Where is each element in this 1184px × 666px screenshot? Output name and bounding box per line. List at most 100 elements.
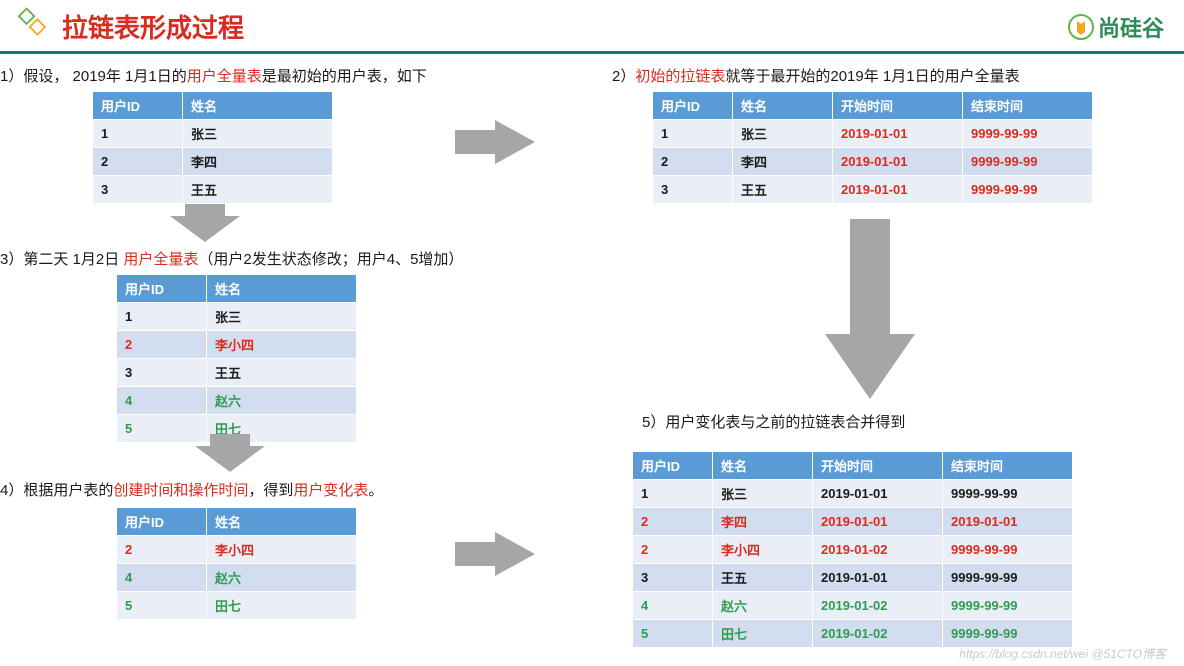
table-row: 1张三2019-01-019999-99-99 xyxy=(633,480,1073,508)
table-cell: 5 xyxy=(633,620,713,648)
table-cell: 李小四 xyxy=(207,536,357,564)
table-cell: 3 xyxy=(633,564,713,592)
table-cell: 3 xyxy=(117,359,207,387)
table-cell: 4 xyxy=(117,564,207,592)
section-5-table-wrap: 用户ID姓名开始时间结束时间1张三2019-01-019999-99-992李四… xyxy=(632,451,1073,648)
table-cell: 田七 xyxy=(207,592,357,620)
table-row: 3王五2019-01-019999-99-99 xyxy=(653,176,1093,204)
table-cell: 2 xyxy=(117,536,207,564)
table-cell: 张三 xyxy=(183,120,333,148)
table-cell: 赵六 xyxy=(207,564,357,592)
section-5-label: 5）用户变化表与之前的拉链表合并得到 xyxy=(612,412,1073,433)
table-cell: 9999-99-99 xyxy=(943,480,1073,508)
section-3-table-wrap: 用户ID姓名1张三2李小四3王五4赵六5田七 xyxy=(116,274,463,443)
diamond-logo-icon xyxy=(14,9,50,45)
table-cell: 2019-01-02 xyxy=(813,536,943,564)
section-4-label: 4）根据用户表的创建时间和操作时间，得到用户变化表。 xyxy=(0,480,383,501)
arrow-right-icon xyxy=(450,112,540,172)
section-3-table: 用户ID姓名1张三2李小四3王五4赵六5田七 xyxy=(116,274,357,443)
label-part: 。 xyxy=(368,482,383,499)
label-part: 3）第二天 1月2日 xyxy=(0,251,123,268)
table-row: 3王五 xyxy=(117,359,357,387)
arrow-down-large-icon xyxy=(820,214,920,404)
table-cell: 2019-01-02 xyxy=(813,592,943,620)
section-3: 3）第二天 1月2日 用户全量表（用户2发生状态修改；用户4、5增加） 用户ID… xyxy=(0,249,463,443)
label-part: 是最初始的用户表，如下 xyxy=(262,68,427,85)
table-cell: 4 xyxy=(633,592,713,620)
label-part: 用户全量表 xyxy=(123,251,198,268)
table-cell: 2019-01-01 xyxy=(813,508,943,536)
table-row: 2李小四2019-01-029999-99-99 xyxy=(633,536,1073,564)
section-2: 2）初始的拉链表就等于最开始的2019年 1月1日的用户全量表 用户ID姓名开始… xyxy=(612,66,1093,204)
table-header: 姓名 xyxy=(207,508,357,536)
table-header: 用户ID xyxy=(633,452,713,480)
table-cell: 1 xyxy=(653,120,733,148)
table-cell: 2019-01-01 xyxy=(943,508,1073,536)
table-row: 2李四 xyxy=(93,148,333,176)
table-cell: 2 xyxy=(633,536,713,564)
table-header: 用户ID xyxy=(653,92,733,120)
section-1-table: 用户ID姓名1张三2李四3王五 xyxy=(92,91,333,204)
section-4-table: 用户ID姓名2李小四4赵六5田七 xyxy=(116,507,357,620)
table-cell: 1 xyxy=(93,120,183,148)
table-row: 4赵六2019-01-029999-99-99 xyxy=(633,592,1073,620)
table-cell: 李四 xyxy=(183,148,333,176)
table-header: 姓名 xyxy=(207,275,357,303)
table-cell: 1 xyxy=(117,303,207,331)
table-cell: 张三 xyxy=(207,303,357,331)
table-cell: 李四 xyxy=(733,148,833,176)
brand-logo: 尚硅谷 xyxy=(1068,11,1164,43)
table-cell: 2019-01-02 xyxy=(813,620,943,648)
table-cell: 张三 xyxy=(713,480,813,508)
table-cell: 张三 xyxy=(733,120,833,148)
label-part: 4）根据用户表的 xyxy=(0,482,113,499)
header-left: 拉链表形成过程 xyxy=(14,8,244,45)
table-header: 开始时间 xyxy=(813,452,943,480)
table-cell: 9999-99-99 xyxy=(963,120,1093,148)
table-row: 5田七2019-01-029999-99-99 xyxy=(633,620,1073,648)
section-5: 5）用户变化表与之前的拉链表合并得到 用户ID姓名开始时间结束时间1张三2019… xyxy=(612,412,1073,648)
table-header: 用户ID xyxy=(93,92,183,120)
table-header: 姓名 xyxy=(713,452,813,480)
slide-content: 1）假设， 2019年 1月1日的用户全量表是最初始的用户表，如下 用户ID姓名… xyxy=(0,54,1184,64)
arrow-down-icon xyxy=(190,432,270,476)
table-row: 2李四2019-01-019999-99-99 xyxy=(653,148,1093,176)
label-part: ，得到 xyxy=(248,482,293,499)
table-cell: 9999-99-99 xyxy=(963,176,1093,204)
section-1-label: 1）假设， 2019年 1月1日的用户全量表是最初始的用户表，如下 xyxy=(0,66,427,87)
table-cell: 李四 xyxy=(713,508,813,536)
label-part: 用户全量表 xyxy=(187,68,262,85)
label-part: 初始的拉链表 xyxy=(635,68,725,85)
table-cell: 2019-01-01 xyxy=(833,120,963,148)
table-cell: 王五 xyxy=(207,359,357,387)
table-cell: 9999-99-99 xyxy=(963,148,1093,176)
table-row: 2李小四 xyxy=(117,536,357,564)
table-cell: 2 xyxy=(93,148,183,176)
table-header: 姓名 xyxy=(183,92,333,120)
arrow-right-icon xyxy=(450,524,540,584)
slide-title: 拉链表形成过程 xyxy=(62,8,244,45)
table-row: 3王五2019-01-019999-99-99 xyxy=(633,564,1073,592)
table-row: 2李四2019-01-012019-01-01 xyxy=(633,508,1073,536)
table-header: 结束时间 xyxy=(963,92,1093,120)
watermark: https://blog.csdn.net/wei @51CTO博客 xyxy=(959,645,1166,662)
brand-icon xyxy=(1068,14,1094,40)
label-part: 创建时间和操作时间 xyxy=(113,482,248,499)
brand-text: 尚硅谷 xyxy=(1098,11,1164,43)
table-cell: 9999-99-99 xyxy=(943,564,1073,592)
table-cell: 赵六 xyxy=(713,592,813,620)
table-header: 用户ID xyxy=(117,275,207,303)
arrow-down-icon xyxy=(165,202,245,246)
table-cell: 5 xyxy=(117,592,207,620)
table-header: 结束时间 xyxy=(943,452,1073,480)
table-row: 1张三 xyxy=(117,303,357,331)
section-2-table: 用户ID姓名开始时间结束时间1张三2019-01-019999-99-992李四… xyxy=(652,91,1093,204)
table-cell: 3 xyxy=(653,176,733,204)
section-4-table-wrap: 用户ID姓名2李小四4赵六5田七 xyxy=(116,507,383,620)
section-2-table-wrap: 用户ID姓名开始时间结束时间1张三2019-01-019999-99-992李四… xyxy=(652,91,1093,204)
section-1-table-wrap: 用户ID姓名1张三2李四3王五 xyxy=(92,91,427,204)
label-part: 就等于最开始的2019年 1月1日的用户全量表 xyxy=(725,68,1019,85)
label-part: 用户变化表 xyxy=(293,482,368,499)
table-cell: 王五 xyxy=(733,176,833,204)
table-cell: 李小四 xyxy=(207,331,357,359)
